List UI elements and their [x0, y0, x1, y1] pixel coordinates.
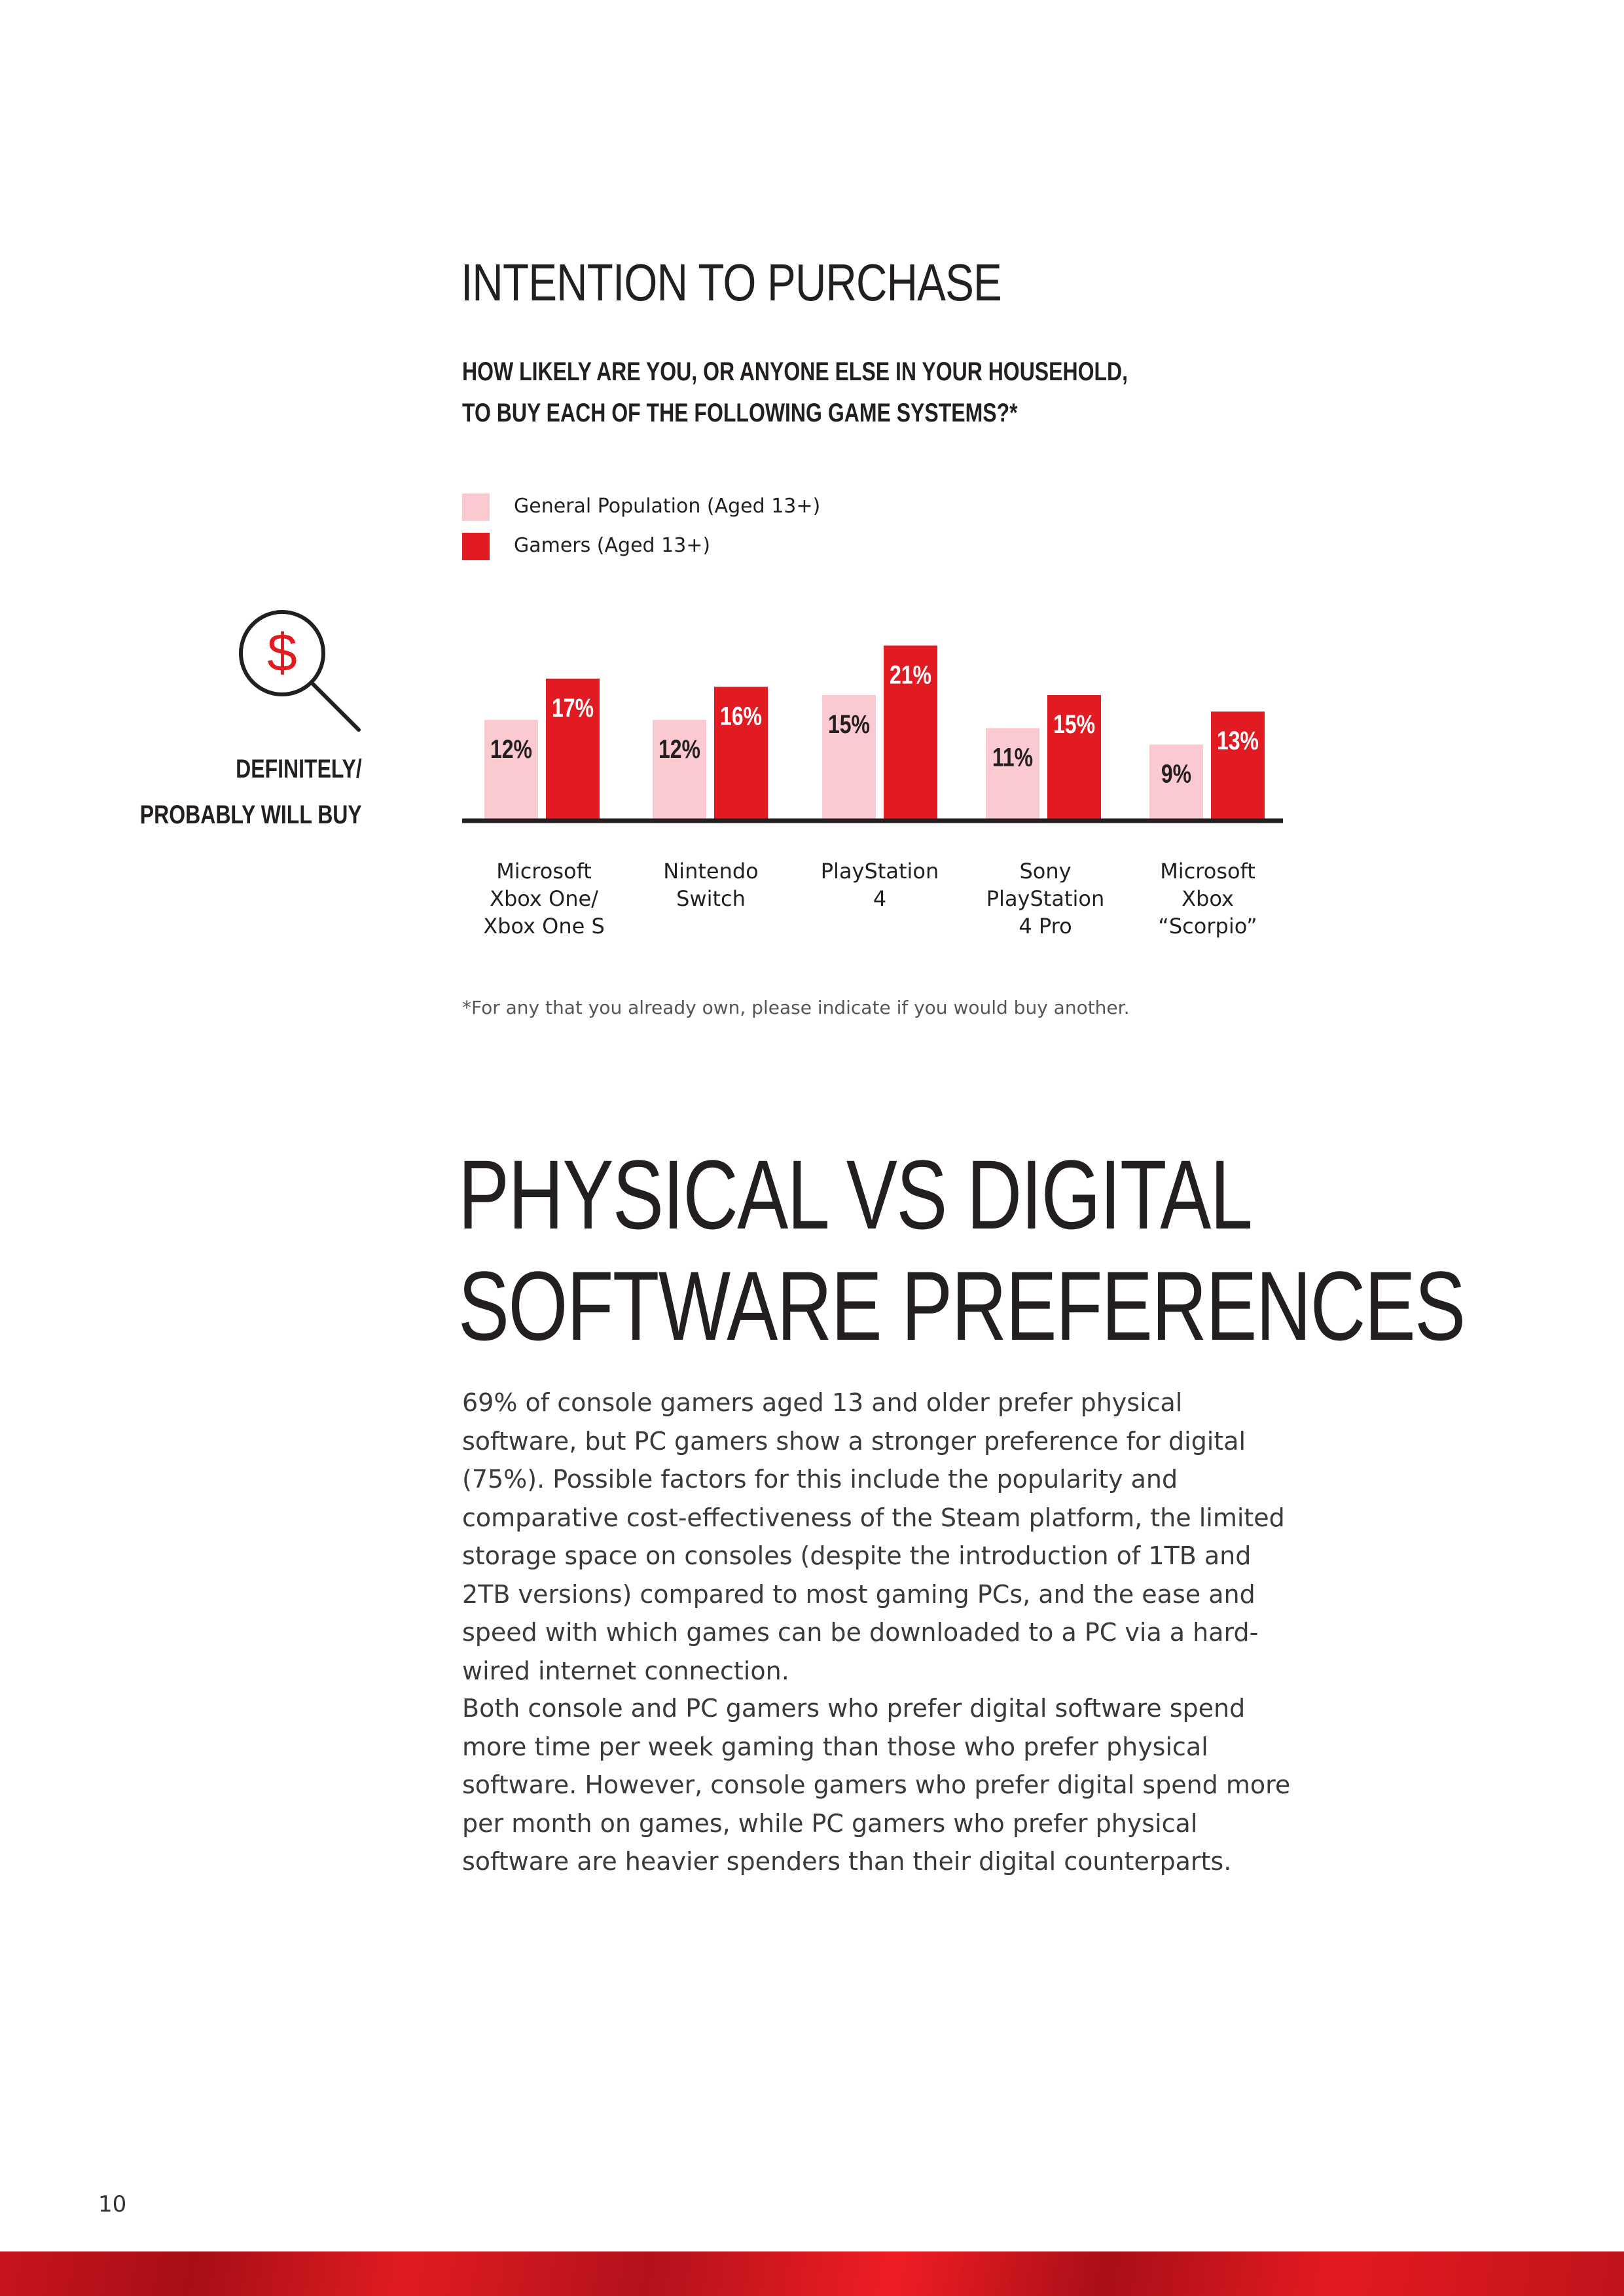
data-label-general-3: 11%	[992, 742, 1033, 772]
section-heading: PHYSICAL VS DIGITAL SOFTWARE PREFERENCES	[458, 1139, 1466, 1361]
data-label-general-1: 12%	[659, 734, 700, 763]
footer-decorative-band	[0, 2251, 1624, 2296]
bar-gamers-1	[714, 687, 768, 819]
category-label-3: Sony PlayStation 4 Pro	[973, 857, 1117, 940]
bar-general-3	[986, 728, 1039, 819]
category-label-2: PlayStation 4	[808, 857, 952, 912]
bar-gamers-4	[1211, 711, 1265, 819]
category-label-2-line-1: 4	[873, 886, 887, 911]
legend-label-general: General Population (Aged 13+)	[514, 495, 821, 518]
survey-question-line-2: TO BUY EACH OF THE FOLLOWING GAME SYSTEM…	[462, 399, 1018, 427]
category-label-1-line-1: Switch	[676, 886, 746, 911]
bar-chart: 12% 17% 12% 16% 15% 21% 11% 15% 9% 13%	[462, 645, 1283, 823]
section-title: INTENTION TO PURCHASE	[461, 253, 1002, 312]
category-label-3-line-0: Sony	[1019, 859, 1072, 884]
category-label-2-line-0: PlayStation	[820, 859, 939, 884]
data-label-general-4: 9%	[1161, 759, 1191, 788]
magnifier-dollar-icon: $	[234, 605, 365, 736]
category-label-4: Microsoft Xbox “Scorpio”	[1136, 857, 1280, 940]
bar-general-1	[653, 719, 706, 819]
bar-gamers-3	[1047, 695, 1101, 819]
data-label-general-0: 12%	[490, 734, 532, 763]
category-label-1: Nintendo Switch	[639, 857, 783, 912]
survey-question-line-1: HOW LIKELY ARE YOU, OR ANYONE ELSE IN YO…	[462, 357, 1128, 386]
data-label-gamers-3: 15%	[1053, 709, 1095, 739]
page-number: 10	[98, 2191, 127, 2217]
category-label-4-line-2: “Scorpio”	[1158, 914, 1257, 939]
bar-general-4	[1149, 744, 1203, 819]
data-label-gamers-0: 17%	[552, 692, 594, 722]
metric-label-line-2: PROBABLY WILL BUY	[140, 800, 362, 829]
data-label-general-2: 15%	[828, 709, 870, 739]
bar-gamers-2	[884, 645, 937, 819]
bar-general-0	[484, 719, 538, 819]
bar-gamers-0	[546, 678, 600, 819]
data-label-gamers-2: 21%	[890, 660, 931, 689]
section-heading-line-2: SOFTWARE PREFERENCES	[458, 1251, 1466, 1361]
category-label-3-line-1: PlayStation	[986, 886, 1105, 911]
legend-label-gamers: Gamers (Aged 13+)	[514, 534, 711, 557]
category-label-1-line-0: Nintendo	[663, 859, 759, 884]
category-label-4-line-1: Xbox	[1182, 886, 1234, 911]
body-paragraph-1: 69% of console gamers aged 13 and older …	[462, 1388, 1285, 1685]
svg-text:$: $	[267, 623, 297, 683]
data-label-gamers-1: 16%	[720, 701, 762, 730]
legend-swatch-general	[462, 493, 490, 521]
metric-label: DEFINITELY/ PROBABLY WILL BUY	[140, 746, 362, 838]
category-label-3-line-2: 4 Pro	[1019, 914, 1072, 939]
category-label-0-line-1: Xbox One/	[490, 886, 598, 911]
bar-general-2	[822, 695, 876, 819]
body-paragraph-2: Both console and PC gamers who prefer di…	[462, 1694, 1291, 1876]
legend-swatch-gamers	[462, 533, 490, 560]
section-heading-line-1: PHYSICAL VS DIGITAL	[458, 1139, 1253, 1249]
category-label-0-line-2: Xbox One S	[483, 914, 605, 939]
survey-question: HOW LIKELY ARE YOU, OR ANYONE ELSE IN YO…	[462, 351, 1128, 434]
footnote: *For any that you already own, please in…	[462, 997, 1130, 1018]
category-label-0: Microsoft Xbox One/Xbox One S	[472, 857, 616, 940]
category-label-0-line-0: Microsoft	[496, 859, 592, 884]
data-label-gamers-4: 13%	[1217, 726, 1259, 755]
category-label-4-line-0: Microsoft	[1160, 859, 1255, 884]
metric-label-line-1: DEFINITELY/	[236, 755, 362, 783]
